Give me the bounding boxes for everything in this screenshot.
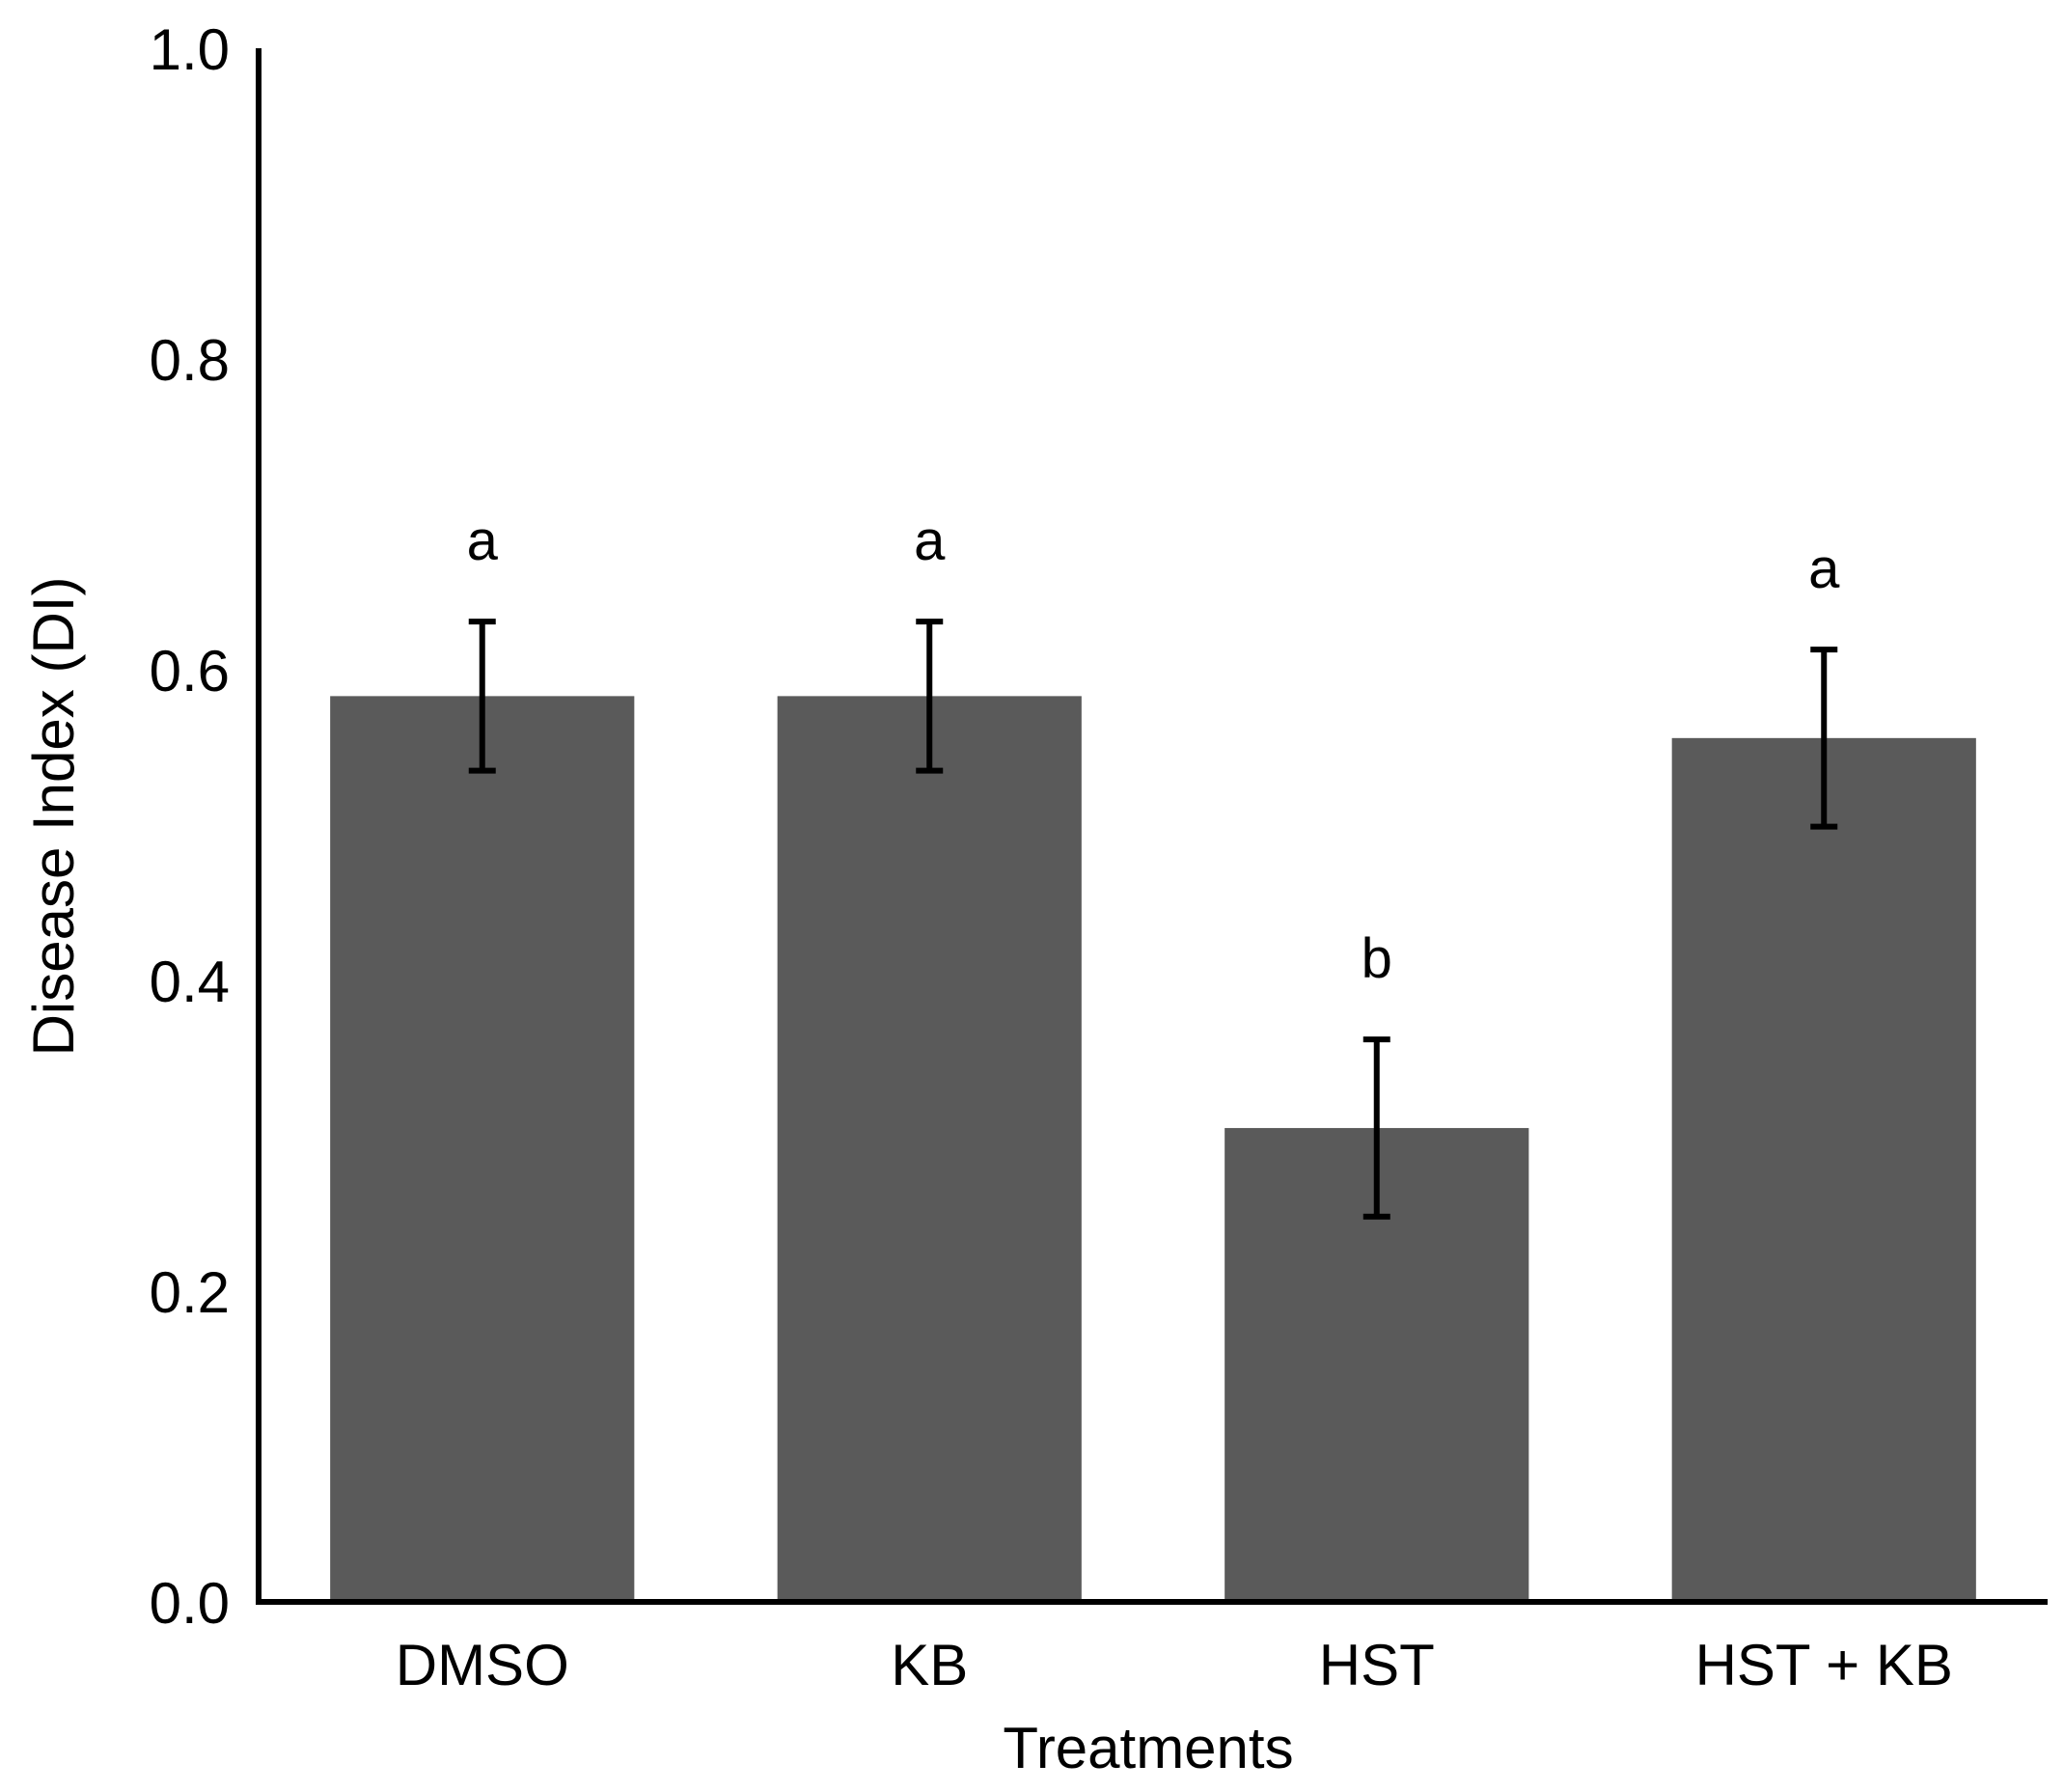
x-category-labels-layer: DMSO KB HST HST + KB [396, 1633, 1953, 1697]
bars-layer [330, 696, 1976, 1602]
significance-label: a [467, 510, 499, 572]
x-category-label: DMSO [396, 1633, 569, 1697]
x-category-label: HST + KB [1695, 1633, 1953, 1697]
error-bar [468, 619, 496, 774]
error-bar [1810, 647, 1838, 830]
bar-kb [777, 696, 1082, 1602]
significance-label: a [1808, 538, 1840, 600]
significance-label: a [914, 510, 946, 572]
error-bars-layer [468, 619, 1838, 1220]
error-bar [916, 619, 944, 774]
y-tick-label: 0.0 [150, 1571, 230, 1636]
x-axis-title: Treatments [1003, 1716, 1293, 1780]
y-tick-label: 1.0 [150, 17, 230, 82]
significance-labels-layer: a a b a [467, 510, 1841, 990]
bar-hst-kb [1671, 737, 1976, 1602]
significance-label: b [1362, 927, 1392, 990]
y-tick-label: 0.4 [150, 950, 230, 1014]
x-category-label: KB [891, 1633, 968, 1697]
x-category-label: HST [1319, 1633, 1435, 1697]
y-tick-labels-layer: 0.0 0.2 0.4 0.6 0.8 1.0 [150, 17, 230, 1636]
axes-layer [256, 48, 2048, 1605]
y-tick-label: 0.8 [150, 328, 230, 393]
y-tick-label: 0.2 [150, 1260, 230, 1325]
bar-dmso [330, 696, 635, 1602]
y-axis-title: Disease Index (DI) [21, 577, 86, 1057]
y-tick-label: 0.6 [150, 639, 230, 703]
error-bar [1362, 1036, 1390, 1220]
